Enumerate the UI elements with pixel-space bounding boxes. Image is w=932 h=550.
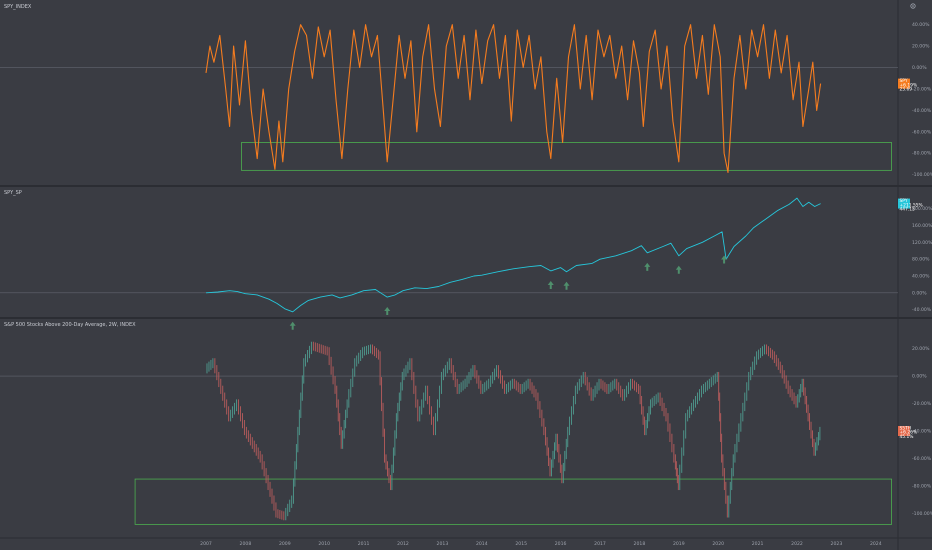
up-arrow-marker [675,265,682,274]
pane-spy-sp[interactable]: SPY_SP 200.00% 160.00% 120.00% 80.00% 40.00%… [0,190,932,330]
up-arrow-marker [384,307,391,316]
up-arrow-marker [289,321,296,330]
badge-bg [898,198,910,209]
x-tick-label: 2017 [594,541,606,547]
x-tick-label: 2008 [240,541,252,547]
x-tick-label: 2021 [752,541,764,547]
candles-s5th [206,341,821,521]
y-tick-label: -100.00% [912,511,932,517]
x-tick-label: 2024 [870,541,882,547]
x-tick-label: 2018 [634,541,646,547]
badge-label: SPY [900,78,908,84]
y-tick-label: -20.00% [912,401,932,407]
y-tick-label: 40.00% [912,274,930,280]
pane-title-spy-sp: SPY_SP [4,190,22,196]
x-tick-label: 2012 [397,541,409,547]
pane-s5th[interactable]: S&P 500 Stocks Above 200-Day Average, 2W… [0,322,932,525]
y-tick-label: -20.00% [912,86,932,92]
pane-spy-index[interactable]: SPY_INDEX 40.00% 20.00% 0.00% -20.00% -40.00… [0,4,932,178]
y-tick-label: -100.00% [912,172,932,178]
badge-bg [898,426,910,436]
y-tick-label: -80.00% [912,151,932,157]
gear-icon[interactable] [910,3,916,9]
up-arrow-marker [721,255,728,264]
x-tick-label: 2020 [712,541,724,547]
y-tick-label: 0.00% [912,290,927,296]
x-tick-label: 2023 [831,541,843,547]
time-axis[interactable]: 2007 2008 2009 2010 2011 2012 2013 2014 2015 2016… [200,541,882,547]
price-axis-pane-2[interactable]: 200.00% 160.00% 120.00% 80.00% 40.00% 0.00% -4… [912,206,932,313]
badge-label: S5TH [900,426,912,432]
badge-bg [898,78,910,89]
y-tick-label: -40.00% [912,307,932,313]
y-tick-label: -80.00% [912,483,932,489]
up-arrow-marker [563,281,570,290]
price-axis-pane-1[interactable]: 40.00% 20.00% 0.00% -20.00% -40.00% -60.00% -8… [912,22,932,178]
y-tick-label: 20.00% [912,44,930,50]
y-tick-label: 0.00% [912,374,927,380]
badge-label: 45.1% [900,434,914,440]
x-tick-label: 2019 [673,541,685,547]
series-line-spy-index [205,24,822,174]
y-tick-label: -40.00% [912,108,932,114]
up-arrow-marker [644,262,651,271]
y-tick-label: -60.00% [912,129,932,135]
x-tick-label: 2016 [555,541,567,547]
x-tick-label: 2011 [358,541,370,547]
badge-label: +6.19% [900,82,918,88]
x-tick-label: 2010 [318,541,330,547]
pane-title-s5th: S&P 500 Stocks Above 200-Day Average, 2W… [4,322,136,328]
x-tick-label: 2014 [476,541,488,547]
arrow-markers [289,255,728,330]
annotation-box-pane-3 [134,478,892,525]
x-tick-label: 2013 [437,541,449,547]
x-tick-label: 2009 [279,541,291,547]
y-tick-label: 80.00% [912,257,930,263]
badge-label: +211.55% [900,202,923,208]
pane-title-spy-index: SPY_INDEX [4,4,32,10]
up-arrow-marker [547,280,554,289]
x-tick-label: 2007 [200,541,212,547]
y-tick-label: -40.00% [912,429,932,435]
y-tick-label: 0.00% [912,65,927,71]
y-tick-label: 20.00% [912,346,930,352]
y-tick-label: -60.00% [912,456,932,462]
series-line-spy-sp [205,197,821,313]
last-value-badge-pane-3: S5TH+6.26%45.1% [898,426,917,440]
badge-label: 447.15 [900,206,916,212]
y-tick-label: 160.00% [912,223,932,229]
x-tick-label: 2022 [791,541,803,547]
badge-label: SPY [900,198,908,204]
y-tick-label: 40.00% [912,22,930,28]
badge-label: 23.69 [900,87,913,93]
badge-label: +6.26% [900,430,918,436]
last-value-badge-pane-2: SPY+211.55%447.15 [898,198,923,212]
annotation-box-pane-1 [241,142,892,171]
price-axis-pane-3[interactable]: 20.00% 0.00% -20.00% -40.00% -60.00% -80.00% -… [912,346,932,517]
last-value-badge-pane-1: SPY+6.19%23.69 [898,78,918,93]
x-tick-label: 2015 [515,541,527,547]
y-tick-label: 120.00% [912,240,932,246]
y-tick-label: 200.00% [912,206,932,212]
